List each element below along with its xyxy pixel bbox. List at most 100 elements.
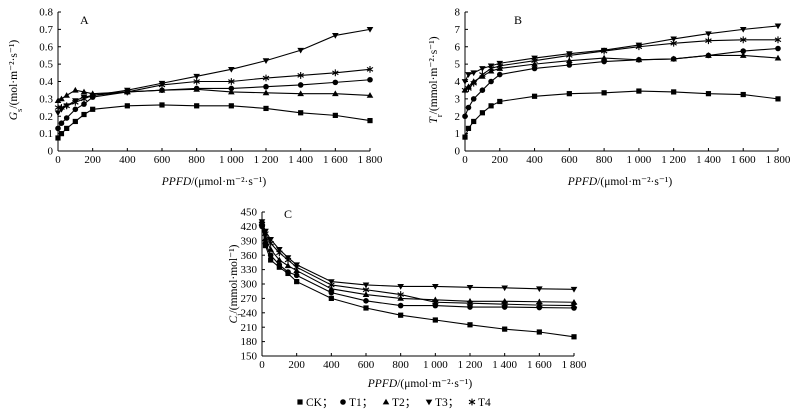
data-point xyxy=(124,88,131,96)
x-axis-label-unit: /(μmol·m⁻²·s⁻¹) xyxy=(397,378,472,390)
y-tick-label: 0.7 xyxy=(39,24,53,36)
series-line xyxy=(261,223,575,307)
data-point xyxy=(670,36,677,43)
data-point xyxy=(262,58,270,64)
legend-item-t2: T2； xyxy=(382,397,416,409)
legend-label: CK； xyxy=(306,397,333,409)
data-point xyxy=(739,36,747,44)
data-point xyxy=(58,95,65,102)
panel-a: 0 200 400 600 800 1 000 1 200 1 400 1 600 1 800 0 0… xyxy=(8,7,383,188)
data-point xyxy=(465,104,472,111)
y-axis-label-unit: /(mmol·m⁻²·s⁻¹) xyxy=(428,36,440,114)
data-point xyxy=(432,284,439,290)
y-tick-label: 4 xyxy=(455,76,461,88)
panel-c: 0 200 400 600 800 1 000 1 200 1 400 1 600 1 800 15… xyxy=(228,207,587,390)
data-point xyxy=(601,90,607,96)
series-t1 xyxy=(462,45,781,120)
data-point xyxy=(58,120,65,126)
legend-series-name: CK xyxy=(306,397,323,409)
data-point xyxy=(566,91,572,97)
legend-series-name: T4 xyxy=(478,397,491,409)
panel-label: C xyxy=(284,207,292,221)
y-tick-label: 450 xyxy=(241,207,258,219)
series-line xyxy=(464,25,779,82)
data-point xyxy=(267,252,274,258)
data-point xyxy=(293,272,300,279)
legend-item-t3: T3； xyxy=(425,397,460,409)
x-axis-label: PPFD/(μmol·m⁻²·s⁻¹) xyxy=(567,176,673,188)
data-point xyxy=(54,110,62,117)
data-point xyxy=(81,101,87,107)
y-tick-label: 210 xyxy=(241,322,258,334)
legend-item-t4: T4 xyxy=(468,397,491,409)
data-point xyxy=(159,102,165,108)
data-point xyxy=(705,91,712,97)
data-point xyxy=(570,298,578,305)
data-point xyxy=(531,93,538,99)
y-tick-label: 0.2 xyxy=(39,111,53,123)
data-point xyxy=(228,103,234,109)
data-point xyxy=(775,45,781,52)
data-point xyxy=(297,72,304,79)
x-tick-label: 0 xyxy=(259,359,265,371)
data-point xyxy=(600,54,608,61)
y-tick-label: 330 xyxy=(241,264,258,276)
series-line xyxy=(57,104,371,139)
data-point xyxy=(397,302,404,309)
data-point xyxy=(536,286,543,293)
y-tick-label: 8 xyxy=(455,7,461,19)
triangle-down-marker-icon xyxy=(425,399,433,406)
data-point xyxy=(193,78,200,85)
x-tick-label: 1 800 xyxy=(766,154,791,166)
y-tick-label: 2 xyxy=(455,111,461,123)
y-tick-label: 7 xyxy=(455,24,461,36)
series-t3 xyxy=(54,26,374,117)
data-point xyxy=(432,317,438,323)
data-point xyxy=(462,134,468,140)
y-tick-label: 360 xyxy=(241,250,258,262)
panel-b: 0 200 400 600 800 1 000 1 200 1 400 1 600 1 800 0 1… xyxy=(428,7,791,188)
series-line xyxy=(464,54,779,91)
x-tick-label: 1 200 xyxy=(254,154,279,166)
x-axis-label-symbol: PPFD xyxy=(161,176,192,188)
data-point xyxy=(461,79,469,85)
y-tick-label: 180 xyxy=(241,336,258,348)
data-point xyxy=(297,47,304,54)
series-line xyxy=(57,88,371,102)
y-tick-label: 0.1 xyxy=(39,128,53,140)
data-point xyxy=(284,256,292,264)
data-point xyxy=(332,79,339,86)
data-point xyxy=(262,89,270,96)
legend-separator: ； xyxy=(448,397,460,409)
data-point xyxy=(81,111,87,118)
y-axis-label-subscript: s xyxy=(14,109,24,112)
data-point xyxy=(262,74,270,82)
series-t4 xyxy=(258,220,578,309)
y-tick-label: 150 xyxy=(241,351,258,363)
data-point xyxy=(193,73,200,80)
y-tick-label: 0.8 xyxy=(39,7,53,19)
y-axis-label-symbol: C xyxy=(228,315,240,323)
data-point xyxy=(479,71,486,78)
data-point xyxy=(328,281,335,289)
data-point xyxy=(55,135,61,141)
data-point xyxy=(158,86,166,93)
data-point xyxy=(58,104,65,111)
data-point xyxy=(479,110,485,116)
data-point xyxy=(367,117,373,124)
data-point xyxy=(671,89,677,95)
y-tick-label: 420 xyxy=(241,221,258,233)
data-point xyxy=(332,90,339,97)
data-point xyxy=(471,118,477,125)
data-point xyxy=(397,291,404,298)
data-point xyxy=(297,82,304,88)
legend-label: T4 xyxy=(478,397,491,409)
panel-label: B xyxy=(514,13,522,27)
series-line xyxy=(57,28,371,114)
data-point xyxy=(294,279,300,285)
series-t4 xyxy=(54,65,374,111)
data-point xyxy=(566,57,573,64)
data-point xyxy=(571,334,577,340)
data-point xyxy=(465,85,472,92)
data-point xyxy=(362,291,370,297)
